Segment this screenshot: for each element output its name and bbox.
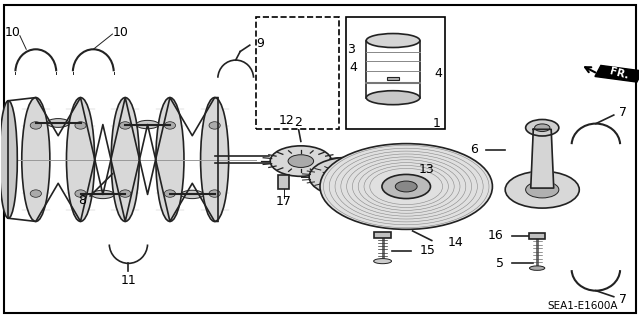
Text: 10: 10	[113, 26, 129, 39]
Ellipse shape	[164, 122, 175, 129]
Ellipse shape	[181, 190, 204, 199]
Text: 2: 2	[294, 116, 301, 130]
Text: 9: 9	[256, 37, 264, 50]
Polygon shape	[531, 129, 554, 188]
Ellipse shape	[209, 122, 220, 129]
Circle shape	[505, 171, 579, 208]
Ellipse shape	[111, 98, 140, 221]
Ellipse shape	[529, 266, 545, 270]
Ellipse shape	[156, 98, 184, 221]
Ellipse shape	[67, 98, 95, 221]
Text: 5: 5	[496, 257, 504, 270]
Ellipse shape	[136, 120, 159, 129]
Ellipse shape	[200, 98, 228, 221]
Text: 4: 4	[434, 67, 442, 80]
Polygon shape	[595, 65, 640, 82]
Text: 4: 4	[349, 61, 357, 74]
Ellipse shape	[164, 190, 175, 197]
Text: 17: 17	[276, 195, 292, 208]
Text: 12: 12	[279, 114, 294, 127]
Circle shape	[382, 174, 431, 198]
Circle shape	[525, 120, 559, 136]
Text: 3: 3	[347, 43, 355, 56]
Ellipse shape	[30, 190, 42, 197]
Ellipse shape	[92, 190, 114, 199]
Ellipse shape	[366, 91, 420, 105]
Circle shape	[525, 182, 559, 198]
Text: 16: 16	[488, 229, 504, 242]
Text: 1: 1	[433, 117, 441, 130]
Text: 6: 6	[470, 144, 478, 157]
Circle shape	[320, 144, 492, 229]
Text: FR.: FR.	[608, 66, 630, 81]
Ellipse shape	[30, 122, 42, 129]
Text: 7: 7	[619, 293, 627, 306]
Text: 7: 7	[619, 106, 627, 119]
Text: 11: 11	[120, 274, 136, 287]
Text: 10: 10	[4, 26, 20, 39]
Bar	[278, 175, 289, 189]
Circle shape	[335, 170, 363, 184]
Text: 13: 13	[419, 162, 435, 175]
Bar	[529, 233, 545, 239]
Circle shape	[534, 124, 550, 131]
Circle shape	[288, 155, 314, 167]
Ellipse shape	[0, 101, 17, 218]
Ellipse shape	[120, 190, 131, 197]
Circle shape	[396, 181, 417, 192]
Ellipse shape	[120, 122, 131, 129]
Ellipse shape	[22, 98, 50, 221]
Circle shape	[270, 146, 332, 176]
Ellipse shape	[75, 190, 86, 197]
Bar	[387, 77, 399, 80]
Ellipse shape	[47, 119, 69, 127]
Ellipse shape	[374, 259, 392, 264]
Text: 14: 14	[448, 235, 463, 249]
Ellipse shape	[209, 190, 220, 197]
Circle shape	[309, 157, 388, 197]
Bar	[374, 232, 391, 238]
Text: 15: 15	[420, 244, 435, 257]
Bar	[256, 17, 339, 129]
Text: 8: 8	[79, 194, 86, 207]
Bar	[346, 17, 445, 129]
Ellipse shape	[75, 122, 86, 129]
Ellipse shape	[366, 33, 420, 48]
Text: SEA1-E1600A: SEA1-E1600A	[548, 301, 618, 311]
